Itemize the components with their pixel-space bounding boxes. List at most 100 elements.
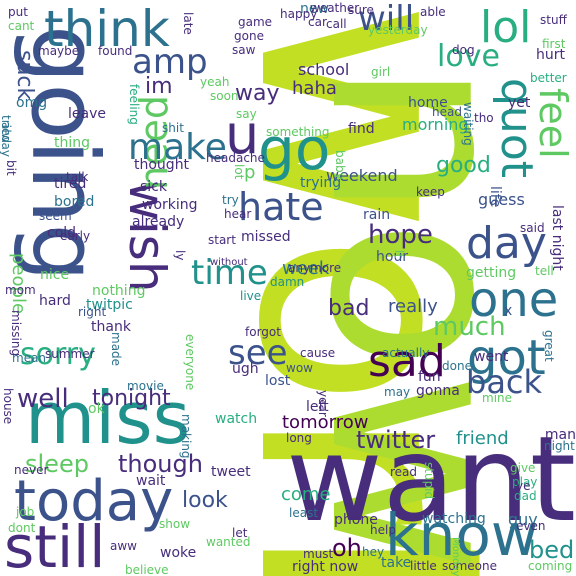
word: put xyxy=(8,5,28,19)
word: someone xyxy=(442,559,497,573)
word: hour xyxy=(376,249,409,265)
word: know xyxy=(385,501,539,569)
word: last night xyxy=(549,205,565,271)
word: car xyxy=(308,15,327,29)
word: today xyxy=(14,469,174,534)
word: gone xyxy=(234,29,264,43)
word: may xyxy=(384,385,411,399)
word: twitter xyxy=(356,426,436,454)
word: find xyxy=(348,121,375,137)
word: game xyxy=(238,15,273,29)
word: tho xyxy=(474,111,494,125)
word: believe xyxy=(125,563,169,576)
word: never xyxy=(14,463,49,477)
word: left xyxy=(306,399,329,415)
word: little xyxy=(410,559,437,573)
word: baby xyxy=(333,150,347,180)
word: amp xyxy=(132,42,208,82)
word: though xyxy=(118,450,203,478)
word: friend xyxy=(456,428,509,449)
word: sure xyxy=(348,3,374,17)
word: look xyxy=(182,488,228,513)
word: headache xyxy=(206,151,265,165)
word: yesterday xyxy=(368,23,428,37)
word: better xyxy=(530,71,567,85)
word: anymore xyxy=(288,261,342,275)
word: late xyxy=(181,12,195,35)
word: must xyxy=(303,547,334,561)
word: lost xyxy=(265,373,291,389)
word: already xyxy=(132,214,185,230)
word: girl xyxy=(371,65,391,79)
word: call xyxy=(326,17,347,31)
word: try xyxy=(222,193,239,207)
word: twitpic xyxy=(86,297,133,313)
word: well xyxy=(17,384,69,414)
word: damn xyxy=(270,275,305,289)
word: give xyxy=(510,461,536,475)
word: morning xyxy=(402,115,469,134)
word: ugh xyxy=(232,361,259,377)
word: year xyxy=(316,390,330,417)
word: help xyxy=(370,523,396,537)
word: let xyxy=(232,526,248,540)
word: mean xyxy=(12,351,47,365)
word: trying xyxy=(300,175,342,191)
word: im xyxy=(145,74,173,99)
word: something xyxy=(266,125,330,139)
word: phone xyxy=(334,512,378,528)
word: wow xyxy=(286,361,313,375)
word: watching xyxy=(422,511,486,527)
word: head xyxy=(432,105,462,119)
word: yeah xyxy=(200,75,230,89)
word: start xyxy=(208,233,236,247)
word: guy xyxy=(508,510,538,529)
word: suck xyxy=(12,50,37,101)
word: aww xyxy=(110,539,137,553)
word: went xyxy=(474,349,509,365)
word: working xyxy=(142,197,198,213)
word: nice xyxy=(40,267,70,283)
word: good xyxy=(436,153,491,178)
word: maybe xyxy=(38,44,80,58)
word: read xyxy=(390,465,418,479)
word: job xyxy=(16,505,35,519)
word: even xyxy=(516,519,546,533)
word: actually xyxy=(382,346,430,360)
word: said xyxy=(520,221,545,235)
word: cold xyxy=(47,225,77,241)
word: life xyxy=(487,186,503,208)
word: tell xyxy=(535,264,554,278)
word: stuff xyxy=(540,13,567,27)
word: show xyxy=(159,517,191,531)
word: play xyxy=(512,475,538,489)
word: bad xyxy=(328,296,370,321)
word: tomorrow xyxy=(282,412,369,433)
word: alway xyxy=(0,122,13,157)
word: week xyxy=(282,258,330,279)
word: right now xyxy=(292,559,359,575)
word: mine xyxy=(482,391,513,405)
word: ye xyxy=(516,479,531,493)
word: hey xyxy=(362,545,385,559)
word: way xyxy=(235,81,280,106)
word: summer xyxy=(45,347,95,361)
word: seem xyxy=(39,209,72,223)
word: forgot xyxy=(245,325,281,339)
word: right xyxy=(78,305,107,319)
word: dont xyxy=(8,521,36,535)
word: ly xyxy=(173,250,187,261)
word: mom xyxy=(5,283,36,297)
word: thing xyxy=(54,135,91,151)
word: least xyxy=(289,506,319,520)
word: movie xyxy=(127,379,164,393)
word: done xyxy=(442,359,472,373)
word: bored xyxy=(54,194,95,210)
word: Monday xyxy=(450,536,461,576)
word: tweet xyxy=(211,464,251,480)
word: hope xyxy=(368,220,433,250)
word: make xyxy=(128,127,227,168)
word: p xyxy=(244,162,256,183)
word: cant xyxy=(8,19,35,33)
word: day xyxy=(466,218,547,269)
